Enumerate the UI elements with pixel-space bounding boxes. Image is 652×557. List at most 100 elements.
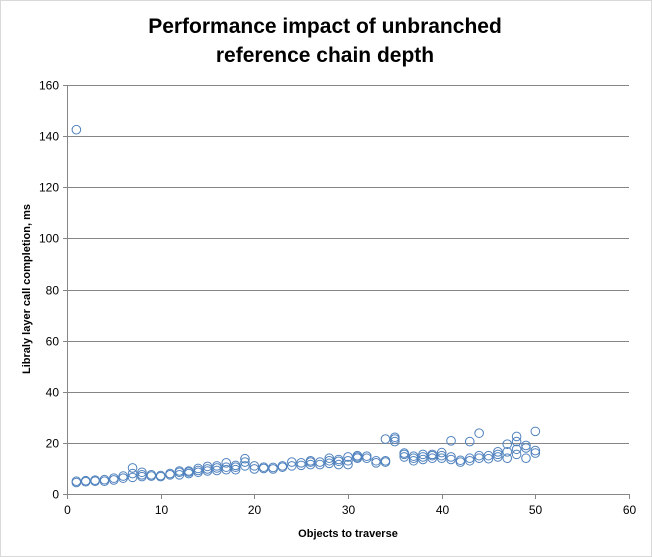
data-point <box>258 462 269 472</box>
data-point <box>127 468 138 479</box>
data-point <box>221 458 232 468</box>
data-point <box>371 455 381 466</box>
data-point <box>427 453 438 464</box>
data-point <box>287 457 297 467</box>
data-point <box>399 452 410 462</box>
data-point <box>390 436 400 447</box>
data-point <box>361 453 372 464</box>
data-point <box>530 445 541 456</box>
data-point <box>380 455 391 466</box>
y-tick-label: 0 <box>52 488 59 502</box>
data-point <box>418 449 428 460</box>
data-point <box>324 455 335 466</box>
data-point <box>324 453 335 464</box>
data-point <box>277 461 288 471</box>
data-point <box>118 471 128 481</box>
data-point <box>361 451 372 461</box>
data-point <box>109 473 119 483</box>
data-point <box>493 449 503 460</box>
data-point <box>493 452 503 462</box>
x-tick-label: 20 <box>248 503 262 517</box>
data-point <box>137 467 147 478</box>
data-point <box>305 459 316 470</box>
data-point <box>343 455 353 466</box>
y-tick-label: 60 <box>46 335 60 349</box>
data-point <box>464 453 475 464</box>
data-point <box>464 455 475 466</box>
data-point <box>174 470 185 480</box>
data-point <box>71 476 82 487</box>
y-axis-title: Libraly layer call completion, ms <box>21 204 33 374</box>
data-point <box>127 463 138 473</box>
data-point <box>296 460 306 471</box>
data-point <box>521 443 531 453</box>
data-point <box>455 455 466 466</box>
data-point <box>71 124 82 135</box>
data-point <box>371 458 381 468</box>
gridlines <box>67 85 629 444</box>
data-point <box>212 465 222 476</box>
y-tick-label: 160 <box>39 79 59 93</box>
data-point <box>474 428 484 438</box>
data-point <box>127 472 138 483</box>
x-tick-label: 0 <box>64 503 71 517</box>
y-tick-label: 80 <box>46 284 60 298</box>
data-point <box>165 468 175 479</box>
data-point <box>193 463 203 474</box>
chart-title-line-1: Performance impact of unbranched <box>148 15 502 38</box>
data-point <box>511 449 522 460</box>
data-point <box>511 436 522 447</box>
y-tick-label: 20 <box>46 437 60 451</box>
data-point <box>474 453 484 464</box>
x-tick-label: 40 <box>436 503 450 517</box>
data-point <box>380 434 391 444</box>
data-point <box>493 447 503 457</box>
data-points <box>71 124 541 488</box>
data-point <box>287 461 297 471</box>
data-point <box>521 440 531 451</box>
chart-title: Performance impact of unbranched referen… <box>0 12 650 70</box>
data-point <box>118 473 128 483</box>
data-point <box>352 450 363 461</box>
y-tick-label: 40 <box>46 386 60 400</box>
data-point <box>408 455 419 466</box>
data-point <box>343 459 353 470</box>
data-point <box>240 453 250 464</box>
y-tick-label: 100 <box>39 232 59 246</box>
data-point <box>511 444 522 455</box>
data-point <box>390 432 400 443</box>
chart-title-line-2: reference chain depth <box>215 44 435 67</box>
data-point <box>436 453 447 464</box>
x-tick-label: 50 <box>529 503 543 517</box>
data-point <box>99 474 110 485</box>
data-point <box>446 454 456 465</box>
data-point <box>146 470 157 480</box>
data-point <box>212 461 222 471</box>
data-point <box>418 452 428 462</box>
data-point <box>296 458 306 468</box>
data-point <box>268 462 278 473</box>
data-point <box>474 450 484 461</box>
data-point <box>464 436 475 447</box>
data-point <box>230 464 241 475</box>
data-point <box>174 466 185 476</box>
data-point <box>436 450 447 461</box>
data-point <box>511 431 522 442</box>
data-point <box>502 453 513 464</box>
data-point <box>530 448 541 458</box>
data-point <box>483 450 494 461</box>
tick-labels: 0 20 40 60 80 100 120 140 160 0 10 20 30 40 50 60 <box>39 79 637 518</box>
data-point <box>502 439 513 449</box>
data-point <box>408 451 419 461</box>
data-point <box>80 475 91 486</box>
data-point <box>249 461 260 471</box>
data-point <box>418 454 428 465</box>
data-point <box>446 452 456 462</box>
x-axis-title: Objects to traverse <box>298 528 398 540</box>
data-point <box>502 447 513 457</box>
data-point <box>446 436 456 446</box>
data-point <box>137 470 147 480</box>
data-point <box>483 453 494 464</box>
data-point <box>333 459 344 470</box>
axes <box>63 85 630 499</box>
